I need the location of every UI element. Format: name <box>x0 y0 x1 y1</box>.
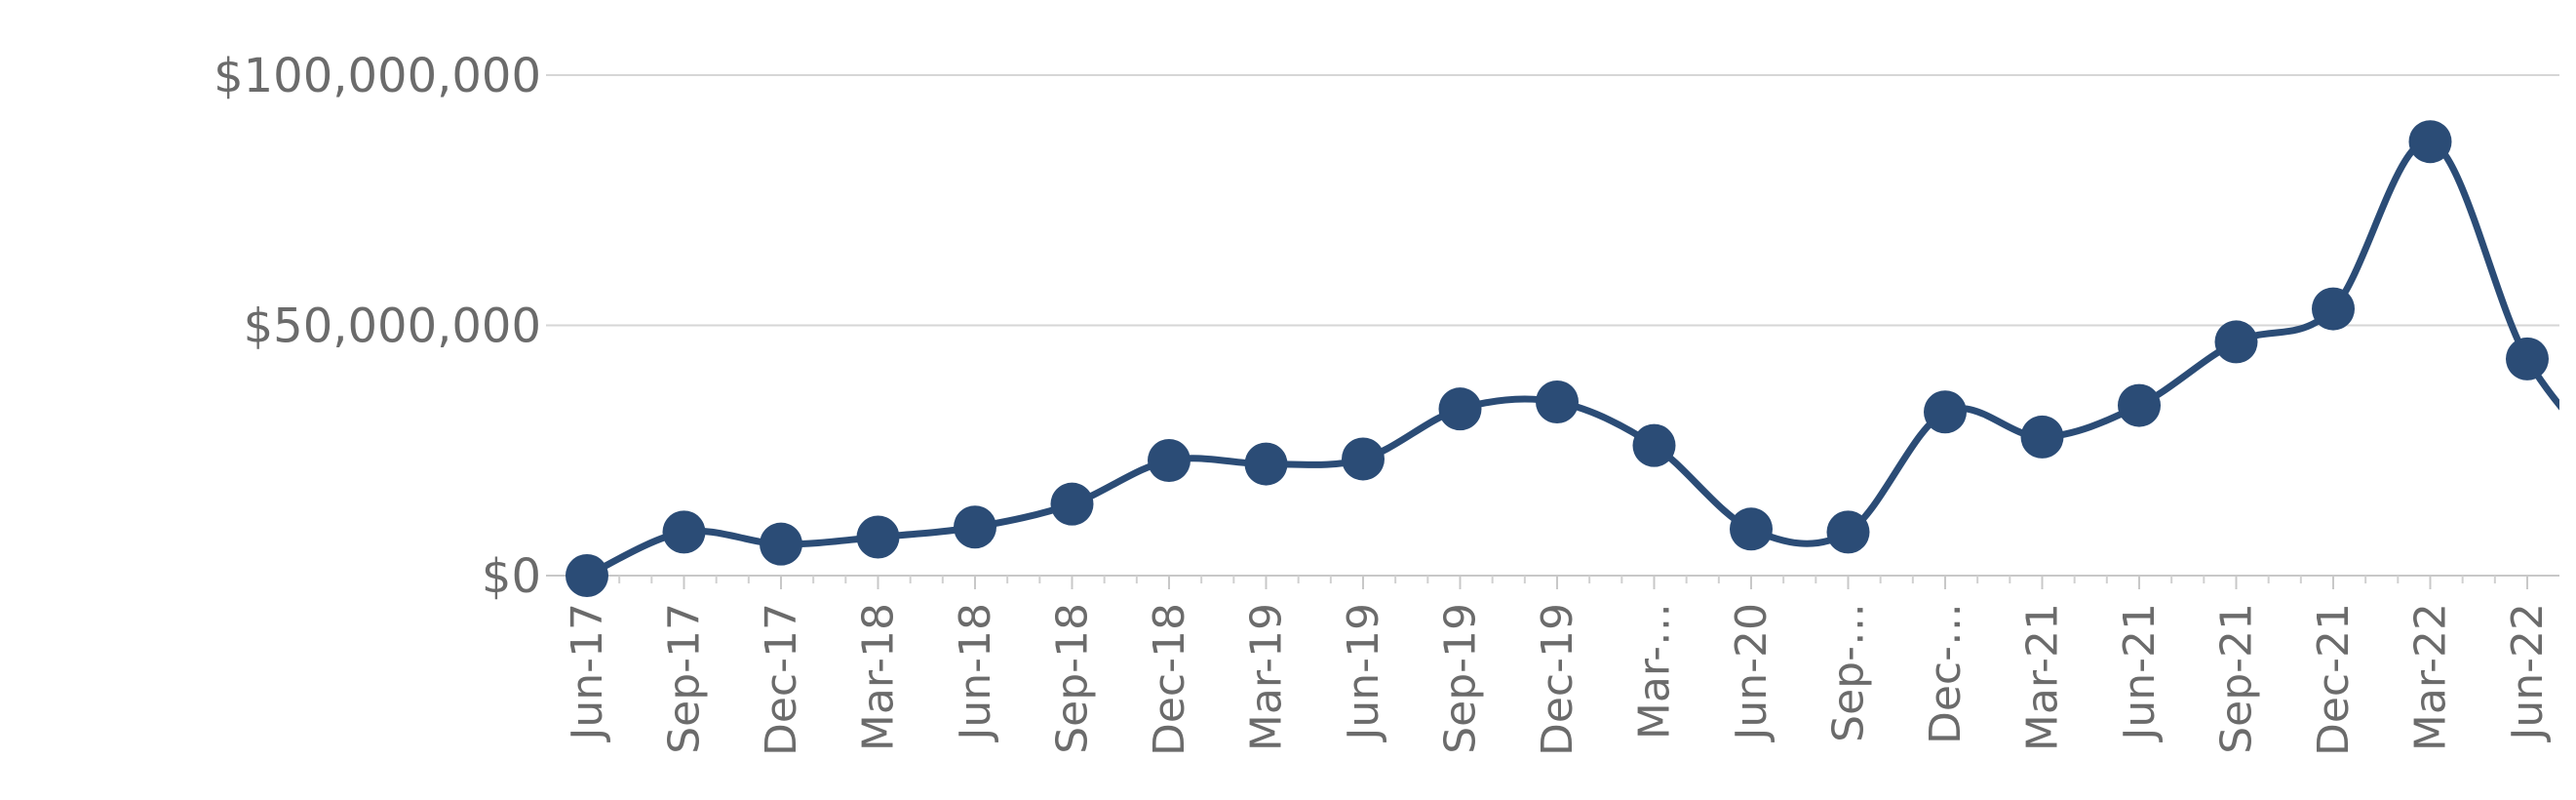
data-point <box>1148 439 1190 483</box>
x-tick-label: Sep-19 <box>1436 603 1486 754</box>
data-point <box>1826 510 1870 554</box>
x-tick-label: Jun-17 <box>563 603 612 743</box>
data-point <box>662 510 706 554</box>
y-tick-label: $100,000,000 <box>214 49 541 103</box>
x-tick-label: Dec-19 <box>1533 603 1582 756</box>
data-point <box>2020 415 2064 459</box>
data-point <box>1730 507 1773 551</box>
data-point <box>760 522 802 566</box>
x-tick-label: Jun-21 <box>2115 603 2165 743</box>
x-tick-label: Jun-19 <box>1339 603 1388 743</box>
data-point <box>2214 320 2258 364</box>
plot-area <box>566 120 2559 597</box>
data-point <box>856 515 900 559</box>
x-tick-label: Dec-18 <box>1145 603 1194 756</box>
data-point <box>566 554 608 597</box>
y-tick-label: $50,000,000 <box>244 300 541 354</box>
x-axis: Jun-17 Sep-17 Dec-17 Mar-18 Jun-18 Sep-18 Dec-… <box>563 576 2553 756</box>
x-tick-label: Dec-21 <box>2309 603 2359 756</box>
data-point <box>2506 337 2549 380</box>
x-tick-label: Sep-… <box>1824 603 1874 742</box>
data-point <box>2408 120 2452 164</box>
data-point <box>2118 383 2161 427</box>
data-point <box>2312 287 2355 331</box>
data-point <box>954 505 996 549</box>
x-tick-label: Mar-… <box>1630 603 1680 740</box>
x-tick-label: Sep-18 <box>1048 603 1098 754</box>
x-tick-label: Sep-21 <box>2212 603 2262 754</box>
x-tick-label: Mar-22 <box>2406 603 2456 751</box>
x-tick-label: Sep-17 <box>660 603 710 754</box>
x-tick-label: Mar-19 <box>1242 603 1292 751</box>
x-tick-label: Jun-20 <box>1727 603 1776 743</box>
data-point <box>1342 437 1385 481</box>
x-tick-label: Mar-18 <box>854 603 904 751</box>
x-tick-label: Jun-18 <box>951 603 1000 743</box>
data-point <box>1438 387 1482 431</box>
data-point <box>1536 380 1579 423</box>
x-tick-label: Dec-17 <box>757 603 806 756</box>
y-tick-label: $0 <box>482 549 541 604</box>
data-point <box>1050 482 1094 526</box>
data-point <box>1632 423 1676 467</box>
x-tick-label: Mar-21 <box>2018 603 2068 751</box>
x-tick-label: Dec-… <box>1921 603 1971 744</box>
data-point <box>1924 390 1967 434</box>
x-tick-label: Jun-22 <box>2503 603 2553 743</box>
series-line <box>585 138 2559 580</box>
data-point <box>1244 442 1288 486</box>
